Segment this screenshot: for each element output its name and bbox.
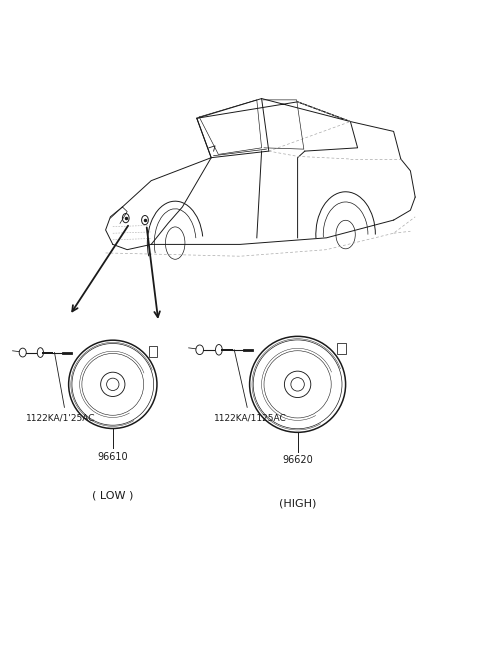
- Text: 1122KA/1125AC: 1122KA/1125AC: [214, 414, 287, 423]
- Text: 1122KA/1'25AC: 1122KA/1'25AC: [26, 414, 96, 423]
- Text: (HIGH): (HIGH): [279, 498, 316, 508]
- Bar: [149, 346, 157, 357]
- Text: ( LOW ): ( LOW ): [92, 491, 133, 501]
- Ellipse shape: [37, 348, 44, 357]
- Text: 96620: 96620: [282, 455, 313, 465]
- Text: 96610: 96610: [97, 451, 128, 461]
- Ellipse shape: [216, 344, 222, 355]
- Bar: [337, 342, 346, 354]
